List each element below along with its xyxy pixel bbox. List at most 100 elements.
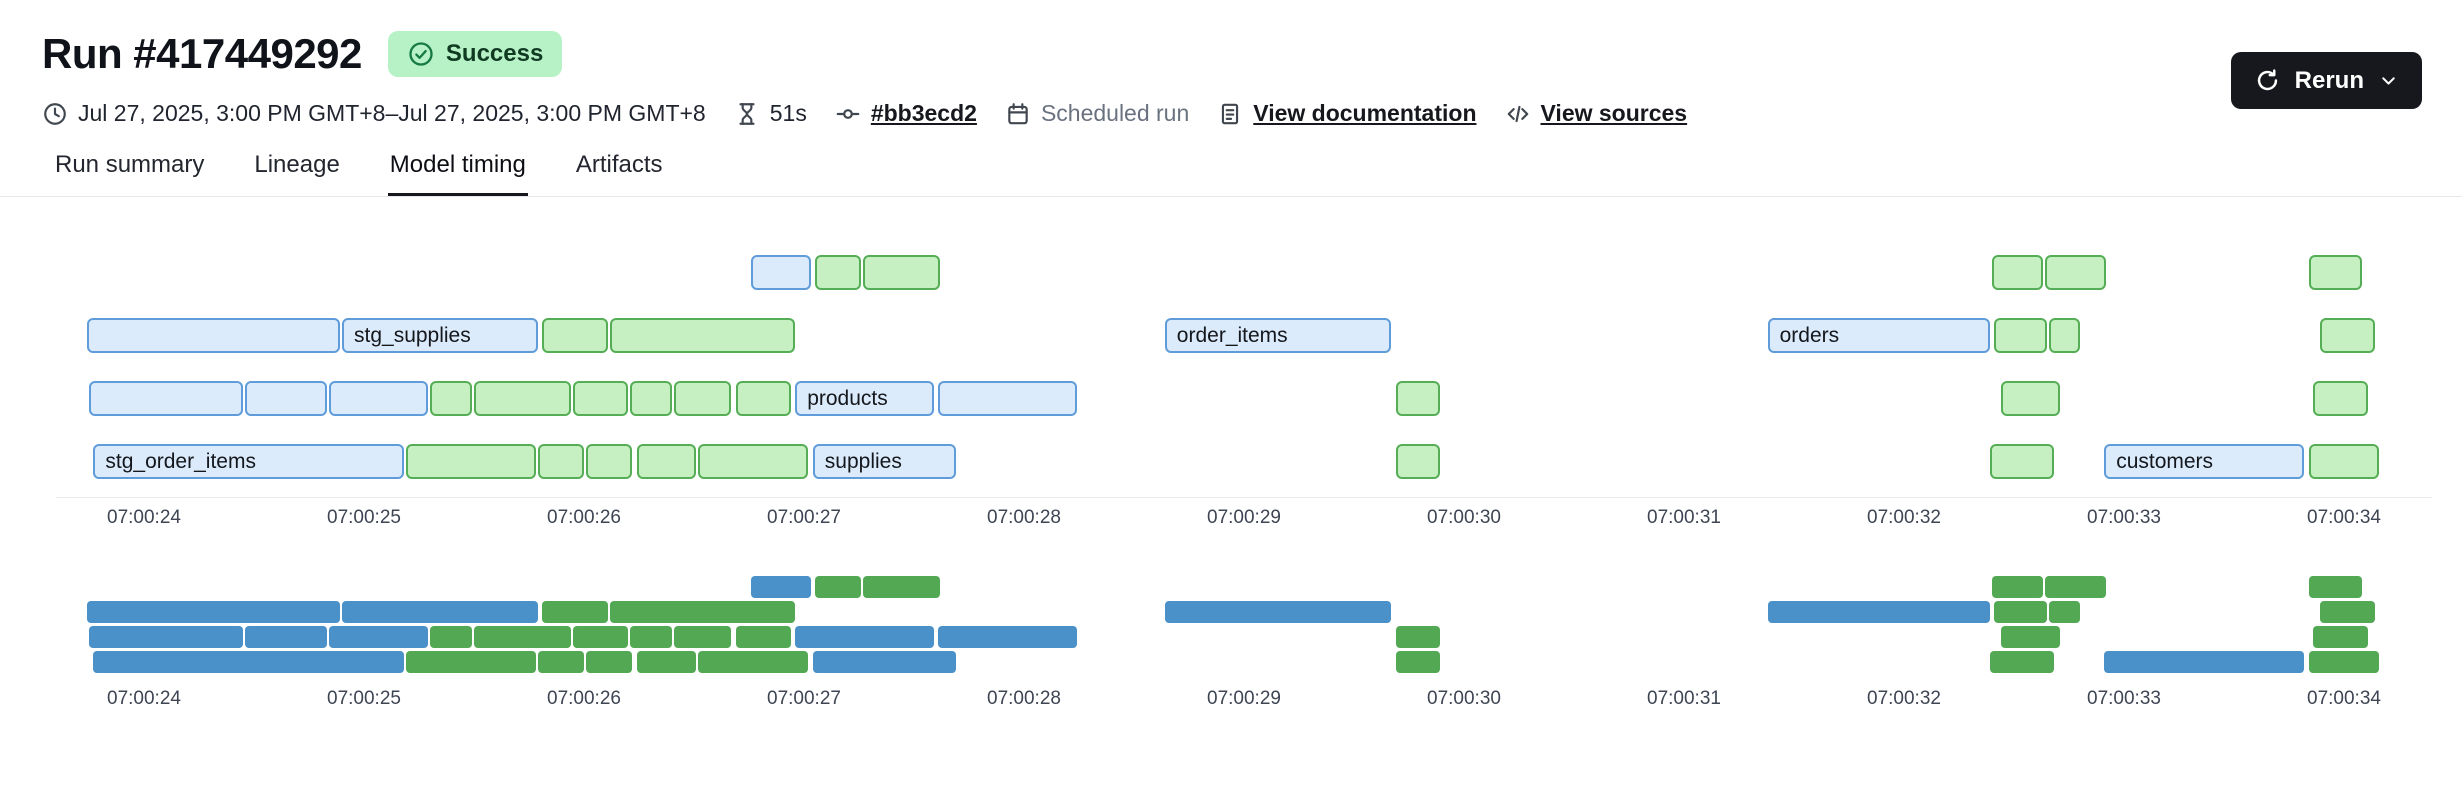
minimap-bar[interactable] (2044, 576, 2107, 598)
gantt-bar[interactable] (2308, 444, 2380, 479)
gantt-bar[interactable] (1395, 381, 1440, 416)
minimap-bar[interactable] (586, 651, 633, 673)
gantt-bar[interactable] (89, 381, 243, 416)
gantt-bar[interactable] (542, 318, 609, 353)
minimap-bar[interactable] (474, 626, 571, 648)
gantt-bar[interactable] (86, 318, 340, 353)
minimap-bar[interactable] (573, 626, 628, 648)
view-sources[interactable]: View sources (1505, 100, 1688, 127)
minimap-bar[interactable] (2319, 601, 2375, 623)
model-timing-chart: stg_supplies order_items orders products stg… (56, 197, 2432, 498)
axis-tick-label: 07:00:31 (1647, 688, 1721, 709)
gantt-bar-customers[interactable]: customers (2104, 444, 2305, 479)
minimap-bar[interactable] (812, 651, 956, 673)
minimap-bar[interactable] (610, 601, 796, 623)
timing-minimap[interactable] (56, 576, 2432, 673)
rerun-button[interactable]: Rerun (2230, 52, 2422, 109)
gantt-bar-order_items[interactable]: order_items (1164, 318, 1392, 353)
gantt-bar[interactable] (537, 444, 584, 479)
minimap-bar[interactable] (630, 626, 672, 648)
gantt-bar-stg_order_items[interactable]: stg_order_items (93, 444, 404, 479)
minimap-bar[interactable] (795, 626, 934, 648)
minimap-bar[interactable] (815, 576, 862, 598)
tab-run-summary[interactable]: Run summary (55, 151, 205, 178)
commit-hash[interactable]: #bb3ecd2 (870, 100, 977, 126)
minimap-bar[interactable] (674, 626, 732, 648)
minimap-bar[interactable] (86, 601, 340, 623)
gantt-bar[interactable] (2308, 255, 2362, 290)
tab-lineage[interactable]: Lineage (254, 151, 340, 178)
gantt-bar[interactable] (2049, 318, 2080, 353)
gantt-bar-products[interactable]: products (795, 381, 934, 416)
minimap-bar[interactable] (698, 651, 809, 673)
minimap-bar[interactable] (542, 601, 609, 623)
minimap-bar[interactable] (245, 626, 327, 648)
gantt-bar[interactable] (1989, 444, 2054, 479)
view-documentation[interactable]: View documentation (1217, 100, 1477, 127)
minimap-bar[interactable] (735, 626, 791, 648)
commit-link[interactable]: #bb3ecd2 (835, 100, 977, 127)
gantt-bar-supplies[interactable]: supplies (812, 444, 956, 479)
gantt-bar[interactable] (1395, 444, 1440, 479)
minimap-bar[interactable] (863, 576, 941, 598)
minimap-bar[interactable] (938, 626, 1077, 648)
gantt-bar[interactable] (586, 444, 633, 479)
gantt-bar[interactable] (2000, 381, 2061, 416)
gantt-bar[interactable] (1994, 318, 2047, 353)
minimap-bar[interactable] (405, 651, 536, 673)
run-header: Run #417449292 Success Rerun Jul 27, 202… (0, 0, 2462, 127)
minimap-bar[interactable] (1164, 601, 1392, 623)
gantt-bar[interactable] (405, 444, 536, 479)
axis-tick-label: 07:00:28 (987, 507, 1061, 528)
gantt-bar[interactable] (735, 381, 791, 416)
gantt-bar[interactable] (674, 381, 732, 416)
minimap-bar[interactable] (1395, 651, 1440, 673)
minimap-bar[interactable] (1994, 601, 2047, 623)
minimap-bar[interactable] (2104, 651, 2305, 673)
gantt-bar[interactable] (698, 444, 809, 479)
minimap-bar[interactable] (1989, 651, 2054, 673)
gantt-bar[interactable] (630, 381, 672, 416)
minimap-bar[interactable] (1767, 601, 1990, 623)
gantt-bar[interactable] (610, 318, 796, 353)
status-badge-label: Success (445, 40, 544, 67)
axis-tick-label: 07:00:30 (1427, 507, 1501, 528)
minimap-bar[interactable] (2000, 626, 2061, 648)
minimap-bar[interactable] (2308, 651, 2380, 673)
view-documentation-link[interactable]: View documentation (1253, 100, 1477, 126)
minimap-bar[interactable] (430, 626, 472, 648)
gantt-bar[interactable] (430, 381, 472, 416)
gantt-bar[interactable] (938, 381, 1077, 416)
gantt-bar[interactable] (573, 381, 628, 416)
gantt-bar[interactable] (815, 255, 862, 290)
minimap-bar[interactable] (328, 626, 428, 648)
gantt-bar[interactable] (2044, 255, 2107, 290)
minimap-bar[interactable] (89, 626, 243, 648)
tab-model-timing[interactable]: Model timing (387, 147, 528, 196)
minimap-bar[interactable] (1395, 626, 1440, 648)
gantt-bar[interactable] (751, 255, 811, 290)
gantt-bar[interactable] (2313, 381, 2369, 416)
tab-artifacts[interactable]: Artifacts (575, 151, 663, 178)
view-sources-link[interactable]: View sources (1540, 100, 1688, 126)
minimap-bar[interactable] (537, 651, 584, 673)
gantt-bar[interactable] (1992, 255, 2043, 290)
gantt-bar[interactable] (474, 381, 571, 416)
gantt-bar[interactable] (863, 255, 941, 290)
minimap-bar[interactable] (2308, 576, 2362, 598)
gantt-bar-label: customers (2116, 449, 2214, 473)
gantt-bar[interactable] (636, 444, 697, 479)
gantt-bar[interactable] (245, 381, 327, 416)
axis-tick-label: 07:00:27 (767, 507, 841, 528)
minimap-bar[interactable] (2049, 601, 2080, 623)
gantt-bar-orders[interactable]: orders (1767, 318, 1990, 353)
gantt-bar[interactable] (2319, 318, 2375, 353)
minimap-bar[interactable] (342, 601, 538, 623)
minimap-bar[interactable] (2313, 626, 2369, 648)
minimap-bar[interactable] (1992, 576, 2043, 598)
gantt-bar[interactable] (328, 381, 428, 416)
minimap-bar[interactable] (93, 651, 404, 673)
minimap-bar[interactable] (751, 576, 811, 598)
minimap-bar[interactable] (636, 651, 697, 673)
gantt-bar-stg_supplies[interactable]: stg_supplies (342, 318, 538, 353)
